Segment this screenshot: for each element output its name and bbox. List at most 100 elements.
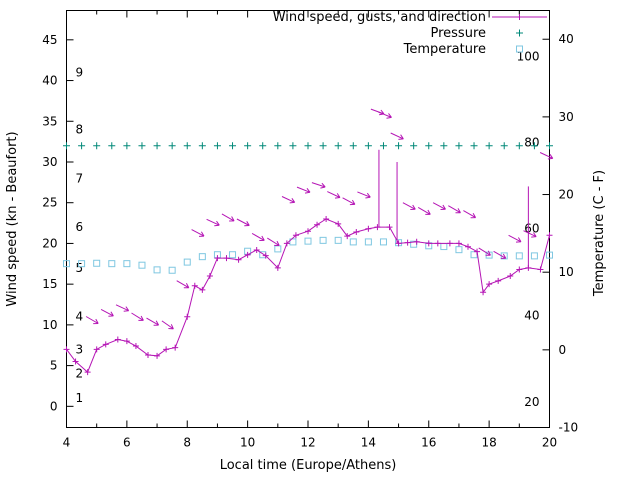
- legend-pressure-label: Pressure: [430, 26, 486, 41]
- pressure-point: [138, 142, 146, 150]
- wind-speed-point: [283, 240, 290, 247]
- wind-speed-point: [102, 341, 109, 348]
- wind-speed-point: [63, 346, 70, 353]
- pressure-point: [395, 142, 403, 150]
- wind-direction-arrow-icon: [131, 312, 144, 321]
- temperature-point: [93, 259, 101, 267]
- pressure-point: [183, 142, 191, 150]
- wind-direction-arrow-icon: [311, 182, 326, 189]
- beaufort-scale-label: 8: [76, 122, 84, 136]
- left-tick-label: 25: [42, 196, 57, 210]
- wind-speed-point: [446, 240, 453, 247]
- temperature-point: [123, 260, 131, 268]
- wind-speed-point: [191, 282, 198, 289]
- wind-direction-arrow-icon: [523, 230, 537, 238]
- wind-direction-arrow-icon: [508, 234, 522, 243]
- x-tick-label: 6: [123, 436, 131, 450]
- wind-speed-point: [474, 248, 481, 255]
- x-tick-label: 10: [240, 436, 255, 450]
- x-tick-label: 16: [421, 436, 436, 450]
- beaufort-scale-label: 5: [76, 261, 84, 275]
- legend: Wind speed, gusts, and direction Pressur…: [273, 10, 486, 57]
- temperature-point: [334, 236, 342, 244]
- right-tick-label: -10: [559, 421, 579, 435]
- wind-speed-point: [404, 239, 411, 246]
- wind-speed-point: [199, 286, 206, 293]
- wind-direction-arrow-icon: [146, 317, 160, 326]
- pressure-point: [455, 142, 463, 150]
- wind-speed-point: [537, 266, 544, 273]
- wind-direction-arrow-icon: [85, 316, 99, 325]
- legend-pressure-sample-marker: [516, 29, 523, 37]
- temperature-point: [546, 251, 553, 259]
- pressure-point: [63, 142, 70, 150]
- legend-temperature-sample-marker: [516, 45, 523, 53]
- wind-speed-point: [145, 352, 152, 359]
- temperature-point: [63, 260, 70, 268]
- pressure-point: [425, 142, 433, 150]
- wind-speed-point: [323, 216, 330, 222]
- wind-speed-point: [132, 343, 139, 350]
- pressure-point: [289, 142, 297, 150]
- wind-direction-arrow-icon: [402, 202, 416, 210]
- wind-direction-arrow-icon: [390, 132, 404, 140]
- beaufort-scale-label: 3: [76, 342, 84, 356]
- legend-wind-label: Wind speed, gusts, and direction: [273, 10, 486, 25]
- wind-speed-point: [464, 243, 471, 250]
- x-tick-label: 20: [542, 436, 557, 450]
- pressure-point: [546, 142, 553, 150]
- pressure-point: [78, 142, 86, 150]
- wind-direction-arrow-icon: [115, 304, 130, 312]
- pressure-point: [153, 142, 161, 150]
- wind-speed-point: [223, 255, 230, 262]
- left-tick-label: 45: [42, 33, 57, 47]
- x-tick-label: 4: [63, 436, 71, 450]
- wind-speed-point: [244, 251, 251, 258]
- beaufort-scale-label: 4: [76, 310, 84, 324]
- wind-speed-point: [480, 289, 487, 296]
- left-tick-label: 30: [42, 155, 57, 169]
- wind-speed-point: [114, 336, 121, 343]
- wind-direction-arrow-icon: [206, 218, 220, 227]
- wind-direction-arrow-icon: [236, 218, 250, 227]
- pressure-point: [259, 142, 267, 150]
- wind-speed-point: [374, 224, 381, 231]
- legend-wind-sample-marker: [516, 14, 523, 20]
- temperature-point: [470, 251, 478, 259]
- wind-speed-point: [253, 246, 260, 253]
- wind-direction-arrow-icon: [221, 213, 235, 222]
- wind-direction-arrow-icon: [417, 206, 431, 215]
- fahrenheit-scale-label: 20: [524, 395, 539, 409]
- wind-speed-point: [516, 266, 523, 273]
- fahrenheit-scale-label: 80: [524, 136, 539, 150]
- right-tick-label: 10: [559, 265, 574, 279]
- x-tick-label: 14: [361, 436, 376, 450]
- pressure-point: [244, 142, 252, 150]
- wind-speed-point: [546, 232, 553, 239]
- left-tick-label: 5: [50, 359, 58, 373]
- temperature-point: [304, 237, 312, 245]
- beaufort-scale-label: 9: [76, 65, 84, 79]
- wind-direction-arrow-icon: [463, 210, 477, 219]
- pressure-point: [319, 142, 327, 150]
- pressure-point: [500, 142, 508, 150]
- wind-direction-arrow-icon: [100, 308, 114, 317]
- temperature-point: [319, 236, 327, 244]
- right-axis-title: Temperature (C - F): [592, 170, 607, 297]
- temperature-point: [349, 238, 357, 246]
- wind-speed-point: [172, 344, 179, 351]
- pressure-point: [334, 142, 342, 150]
- wind-speed-point: [425, 240, 432, 247]
- right-tick-label: 20: [559, 188, 574, 202]
- pressure-point: [470, 142, 478, 150]
- pressure-point: [364, 142, 372, 150]
- wind-direction-arrow-icon: [327, 191, 341, 199]
- wind-speed-point: [235, 256, 242, 263]
- temperature-point: [530, 252, 538, 260]
- wind-speed-point: [305, 228, 311, 235]
- wind-direction-arrow-icon: [267, 237, 280, 246]
- fahrenheit-scale-label: 60: [524, 222, 539, 236]
- x-tick-label: 12: [300, 436, 315, 450]
